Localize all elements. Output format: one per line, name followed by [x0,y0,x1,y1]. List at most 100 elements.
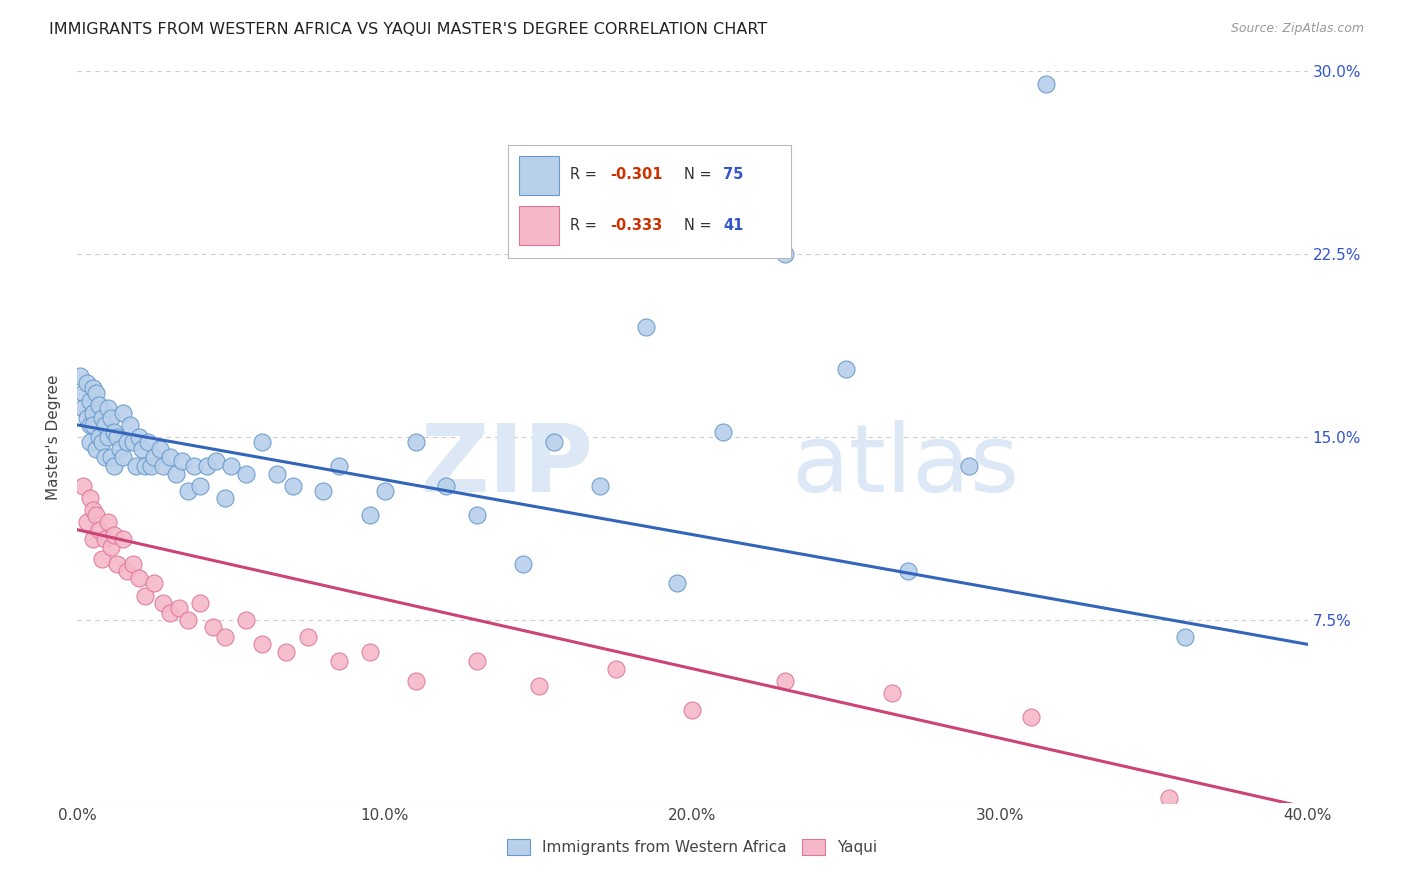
Point [1019,710,1042,724]
Point [711,425,734,440]
Point [94,533,117,547]
Point [72,386,94,401]
Point [235,613,257,627]
Point [84,386,107,401]
Point [152,596,174,610]
Point [103,425,125,440]
Point [110,442,132,457]
Point [188,596,212,610]
Point [177,613,200,627]
Point [94,450,117,464]
Point [79,491,101,505]
Point [79,417,101,432]
Point [405,434,427,449]
Point [882,686,904,700]
Point [512,557,534,571]
Point [115,434,138,449]
Point [167,600,190,615]
Text: ZIP: ZIP [422,420,595,512]
Point [125,459,148,474]
Point [97,430,120,444]
Point [436,479,458,493]
Point [72,479,94,493]
Point [527,679,550,693]
Point [82,381,104,395]
Text: N =: N = [683,167,716,182]
Point [76,410,98,425]
Point [136,434,159,449]
Point [773,247,796,261]
Point [105,430,128,444]
Point [835,361,858,376]
Point [1159,791,1181,805]
Point [359,508,381,522]
Point [897,564,920,578]
Point [250,637,273,651]
Point [143,450,166,464]
Point [359,645,381,659]
Text: -0.301: -0.301 [610,167,662,182]
Text: -0.333: -0.333 [610,218,662,233]
Point [266,467,288,481]
Point [465,508,488,522]
Point [214,630,236,644]
Point [957,459,980,474]
Point [589,479,612,493]
Point [159,606,181,620]
Point [94,417,117,432]
Text: atlas: atlas [792,420,1019,512]
Point [82,406,104,420]
Text: R =: R = [571,218,602,233]
Point [112,450,135,464]
Point [170,454,193,468]
Point [82,533,104,547]
Point [183,459,205,474]
Point [103,527,125,541]
Point [79,434,101,449]
Point [105,557,128,571]
Point [90,552,114,566]
Point [1035,77,1057,91]
Text: 75: 75 [724,167,744,182]
Text: IMMIGRANTS FROM WESTERN AFRICA VS YAQUI MASTER'S DEGREE CORRELATION CHART: IMMIGRANTS FROM WESTERN AFRICA VS YAQUI … [49,22,768,37]
Point [87,523,110,537]
Point [276,645,298,659]
Point [666,576,689,591]
Point [115,564,138,578]
Point [134,459,156,474]
Point [128,572,150,586]
Text: R =: R = [571,167,602,182]
Point [87,430,110,444]
Point [72,401,94,415]
Point [465,654,488,668]
Point [204,454,226,468]
Point [97,516,120,530]
Point [636,320,658,334]
Point [79,393,101,408]
Point [543,434,565,449]
Point [90,434,114,449]
Point [128,430,150,444]
Point [97,401,120,415]
Point [141,459,163,474]
Point [235,467,257,481]
Point [152,459,174,474]
Point [90,410,114,425]
Point [682,703,704,717]
Point [1174,630,1197,644]
Point [118,417,141,432]
Point [328,654,350,668]
Point [219,459,242,474]
Point [100,540,122,554]
Point [143,576,166,591]
Point [112,533,135,547]
Point [84,508,107,522]
Point [121,557,143,571]
Point [121,434,143,449]
Text: Source: ZipAtlas.com: Source: ZipAtlas.com [1230,22,1364,36]
Point [100,450,122,464]
Point [131,442,153,457]
Point [159,450,181,464]
Point [69,369,91,384]
Point [214,491,236,505]
